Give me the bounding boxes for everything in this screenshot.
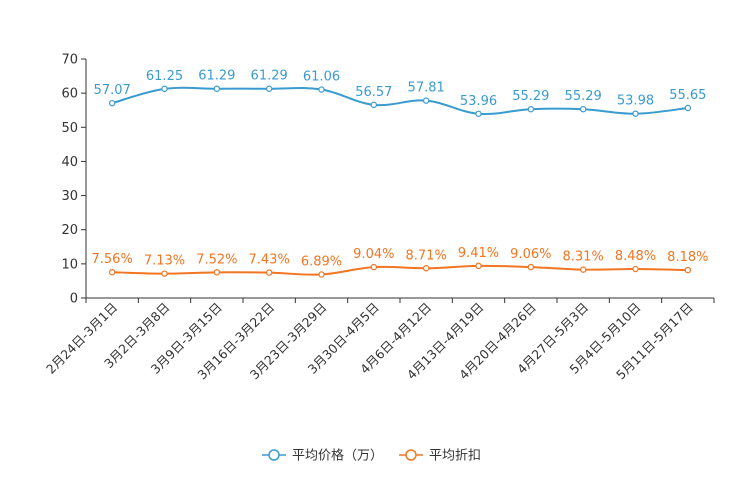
legend-marker [268, 449, 280, 461]
data-point[interactable] [213, 85, 221, 92]
y-tick-label: 70 [61, 53, 78, 68]
data-label: 8.48% [615, 249, 656, 264]
series-2: 7.56% 7.13% 7.52% 7.43% 6.89% 9.04% 8.71% 9.41%… [92, 246, 708, 278]
data-label: 55.65 [669, 88, 706, 103]
data-point[interactable] [684, 104, 692, 112]
data-point[interactable] [213, 269, 221, 276]
data-label: 6.89% [301, 254, 342, 269]
series-1: 57.07 61.25 61.29 61.29 61.06 56.57 57.81 53.96… [94, 69, 706, 117]
data-point[interactable] [318, 86, 325, 93]
series-line [111, 86, 688, 116]
data-point[interactable] [579, 106, 587, 113]
y-tick-label: 40 [61, 155, 78, 170]
data-point[interactable] [370, 263, 378, 271]
data-point[interactable] [684, 266, 692, 274]
data-point[interactable] [265, 85, 273, 92]
data-label: 53.98 [617, 94, 654, 109]
data-point[interactable] [370, 101, 378, 109]
data-label: 7.52% [196, 252, 237, 267]
y-tick-label: 20 [61, 223, 78, 238]
data-point[interactable] [579, 266, 587, 273]
y-tick-label: 60 [61, 87, 78, 102]
data-label: 61.25 [146, 69, 183, 84]
data-label: 61.06 [303, 70, 340, 85]
data-label: 55.29 [512, 89, 549, 104]
data-label: 53.96 [460, 94, 497, 109]
data-label: 7.13% [144, 254, 185, 269]
legend-label: 平均价格（万） [292, 448, 383, 464]
y-tick-label: 0 [70, 292, 78, 307]
data-label: 9.06% [510, 247, 551, 262]
data-point[interactable] [108, 99, 116, 107]
data-point[interactable] [527, 106, 535, 113]
data-point[interactable] [265, 269, 273, 276]
data-point[interactable] [475, 110, 482, 117]
data-point[interactable] [632, 265, 639, 273]
legend-label: 平均折扣 [429, 449, 481, 464]
data-point[interactable] [161, 270, 168, 277]
data-point[interactable] [318, 271, 325, 278]
data-label: 57.81 [408, 81, 445, 96]
legend-item-1[interactable]: 平均价格（万） [262, 448, 383, 464]
data-label: 61.29 [198, 69, 235, 84]
data-label: 9.41% [458, 246, 499, 261]
y-tick-label: 10 [61, 257, 78, 272]
series-layer: 57.07 61.25 61.29 61.29 61.06 56.57 57.81 53.96… [92, 69, 708, 278]
data-label: 8.18% [667, 250, 708, 265]
legend-item-2[interactable]: 平均折扣 [399, 449, 481, 464]
data-label: 61.29 [251, 69, 288, 84]
data-label: 7.56% [92, 252, 133, 267]
data-point[interactable] [108, 268, 116, 276]
data-label: 7.43% [249, 253, 290, 268]
data-point[interactable] [422, 265, 430, 272]
y-tick-label: 50 [61, 121, 78, 136]
x-axis: 2月24日-3月1日3月2日-3月8日3月9日-3月15日3月16日-3月22日… [43, 297, 715, 382]
data-point[interactable] [422, 97, 430, 104]
legend[interactable]: 平均价格（万） 平均折扣 [262, 448, 481, 464]
data-label: 8.71% [406, 248, 447, 263]
data-label: 9.04% [353, 247, 394, 262]
data-point[interactable] [161, 85, 168, 93]
data-point[interactable] [632, 110, 639, 117]
data-label: 8.31% [563, 250, 604, 265]
y-axis: 0 10 20 30 40 50 60 70 [61, 53, 87, 307]
data-label: 55.29 [565, 89, 602, 104]
data-point[interactable] [527, 263, 535, 271]
legend-marker [405, 449, 417, 461]
data-label: 56.57 [355, 85, 392, 100]
series-line [112, 264, 688, 276]
data-label: 57.07 [94, 83, 131, 98]
y-tick-label: 30 [61, 189, 78, 204]
data-point[interactable] [475, 262, 482, 270]
